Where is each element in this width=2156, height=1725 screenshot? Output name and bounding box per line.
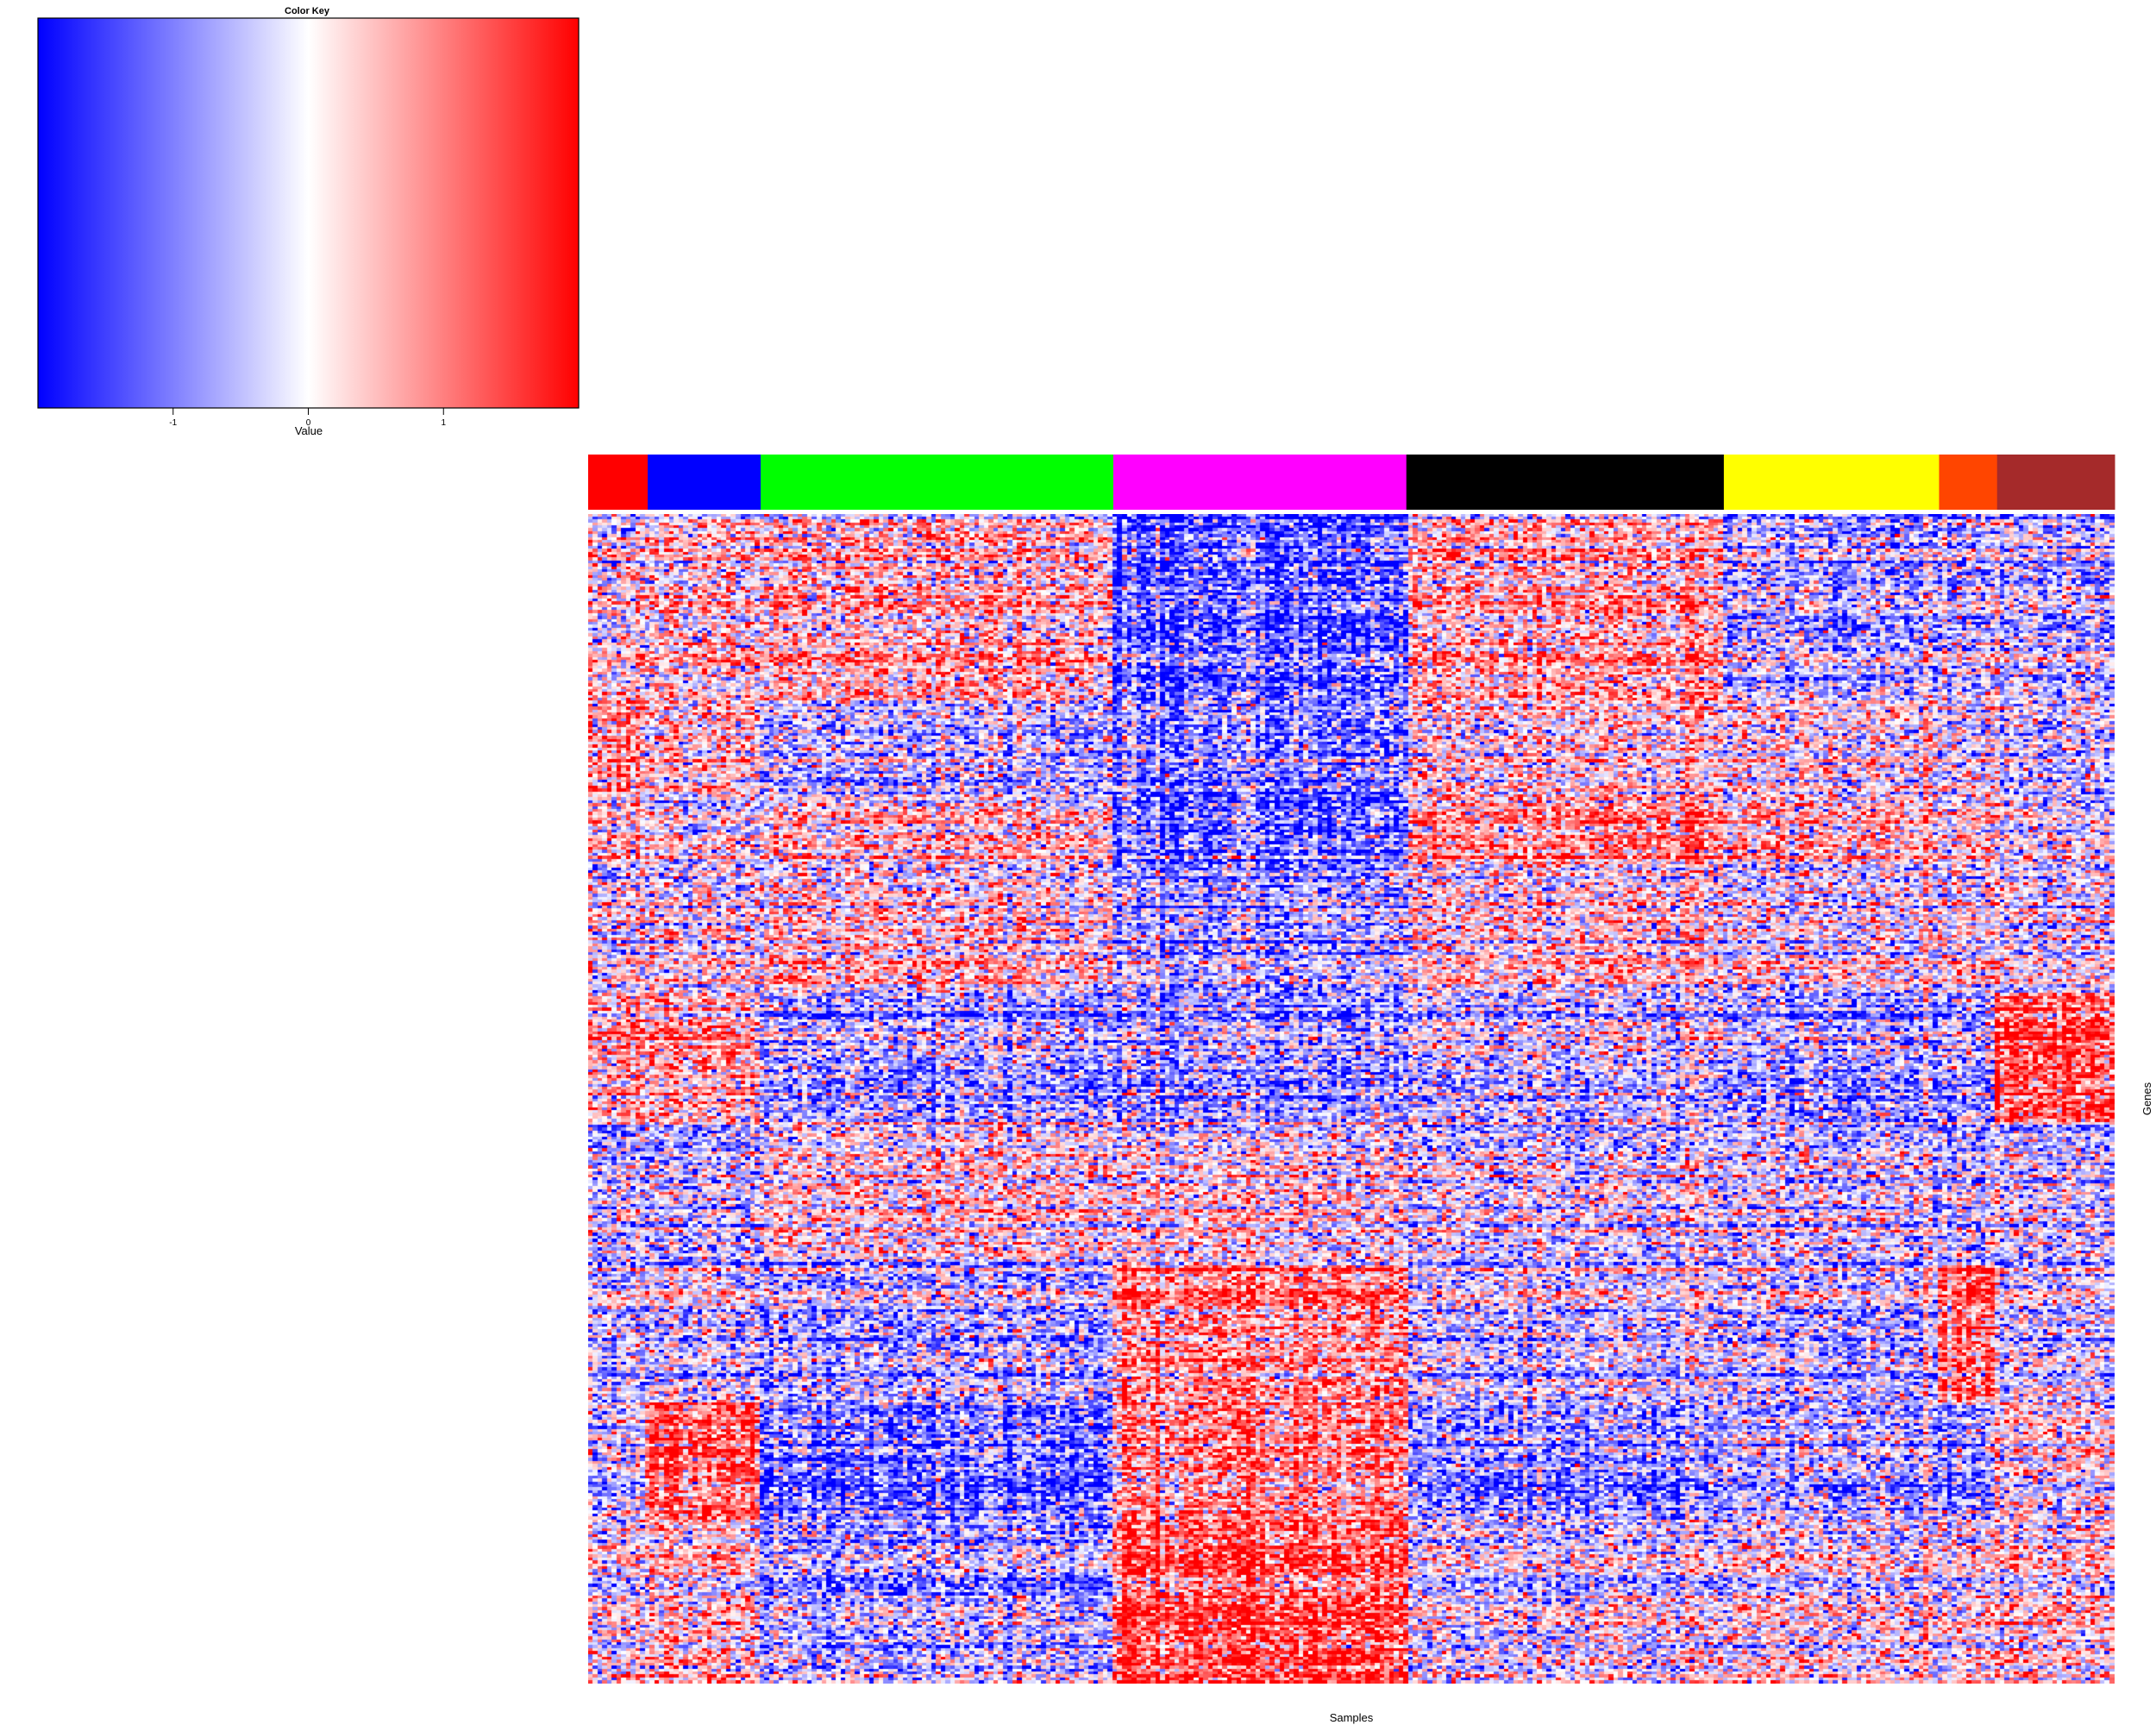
color-key-title: Color Key — [285, 6, 330, 16]
sample-group-8 — [1996, 455, 2115, 510]
sample-group-color-bar — [588, 455, 2115, 510]
color-key-tick-label: 1 — [441, 418, 446, 428]
color-key-tick-label: -1 — [169, 418, 177, 428]
sample-group-3 — [761, 455, 1114, 510]
sample-group-1 — [588, 455, 649, 510]
x-axis-label: Samples — [1330, 1711, 1374, 1724]
color-key: Color Key -1 0 1 Value — [37, 6, 580, 437]
color-key-gradient — [38, 18, 579, 408]
y-axis-label: Genes — [2140, 1082, 2153, 1115]
heatmap-matrix — [588, 514, 2115, 1684]
color-key-xlabel: Value — [295, 424, 323, 437]
sample-group-4 — [1112, 455, 1407, 510]
color-key-ticks: -1 0 1 — [169, 408, 446, 428]
sample-group-5 — [1406, 455, 1725, 510]
sample-group-2 — [648, 455, 761, 510]
sample-group-6 — [1723, 455, 1940, 510]
sample-group-7 — [1939, 455, 1998, 510]
color-key-tick-label: 0 — [306, 418, 311, 428]
